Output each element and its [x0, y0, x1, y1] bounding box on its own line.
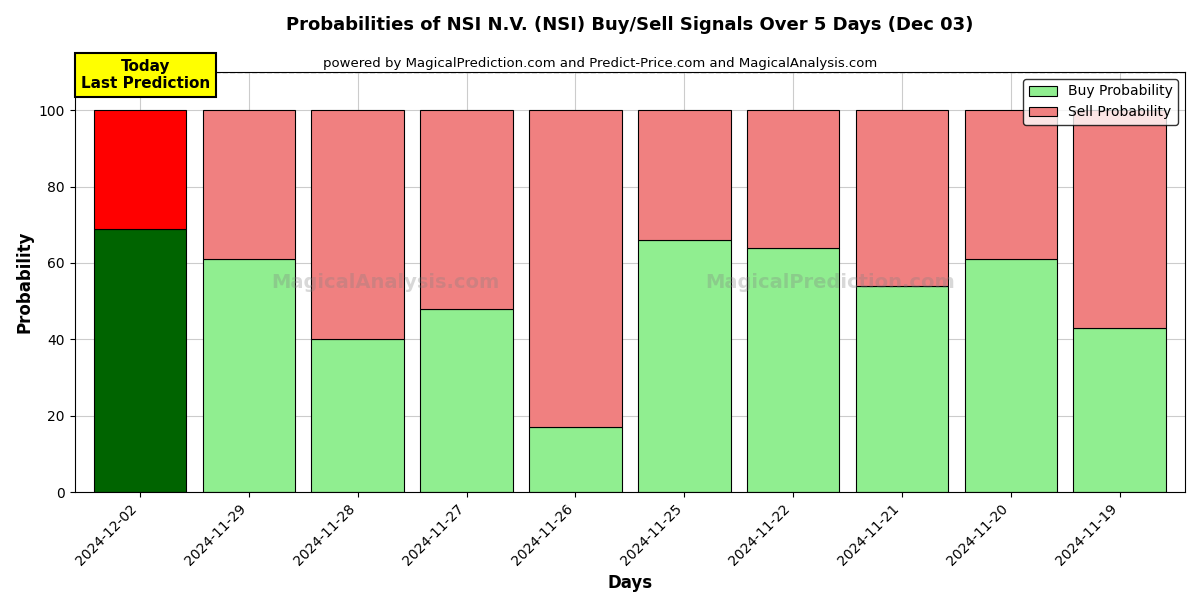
Bar — [965, 110, 1057, 259]
Bar — [856, 286, 948, 492]
Bar — [312, 110, 404, 339]
Bar — [1074, 110, 1166, 328]
Bar — [420, 110, 512, 309]
Text: powered by MagicalPrediction.com and Predict-Price.com and MagicalAnalysis.com: powered by MagicalPrediction.com and Pre… — [323, 56, 877, 70]
Bar — [203, 259, 295, 492]
Text: MagicalPrediction.com: MagicalPrediction.com — [704, 272, 954, 292]
Bar — [94, 110, 186, 229]
Bar — [638, 240, 731, 492]
Bar — [420, 309, 512, 492]
X-axis label: Days: Days — [607, 574, 653, 592]
Legend: Buy Probability, Sell Probability: Buy Probability, Sell Probability — [1024, 79, 1178, 125]
Bar — [312, 339, 404, 492]
Title: Probabilities of NSI N.V. (NSI) Buy/Sell Signals Over 5 Days (Dec 03): Probabilities of NSI N.V. (NSI) Buy/Sell… — [286, 16, 973, 34]
Bar — [94, 229, 186, 492]
Text: Today
Last Prediction: Today Last Prediction — [80, 59, 210, 91]
Y-axis label: Probability: Probability — [16, 231, 34, 333]
Bar — [746, 110, 839, 248]
Bar — [529, 110, 622, 427]
Text: MagicalAnalysis.com: MagicalAnalysis.com — [271, 272, 499, 292]
Bar — [638, 110, 731, 240]
Bar — [856, 110, 948, 286]
Bar — [746, 248, 839, 492]
Bar — [965, 259, 1057, 492]
Bar — [529, 427, 622, 492]
Bar — [203, 110, 295, 259]
Bar — [1074, 328, 1166, 492]
